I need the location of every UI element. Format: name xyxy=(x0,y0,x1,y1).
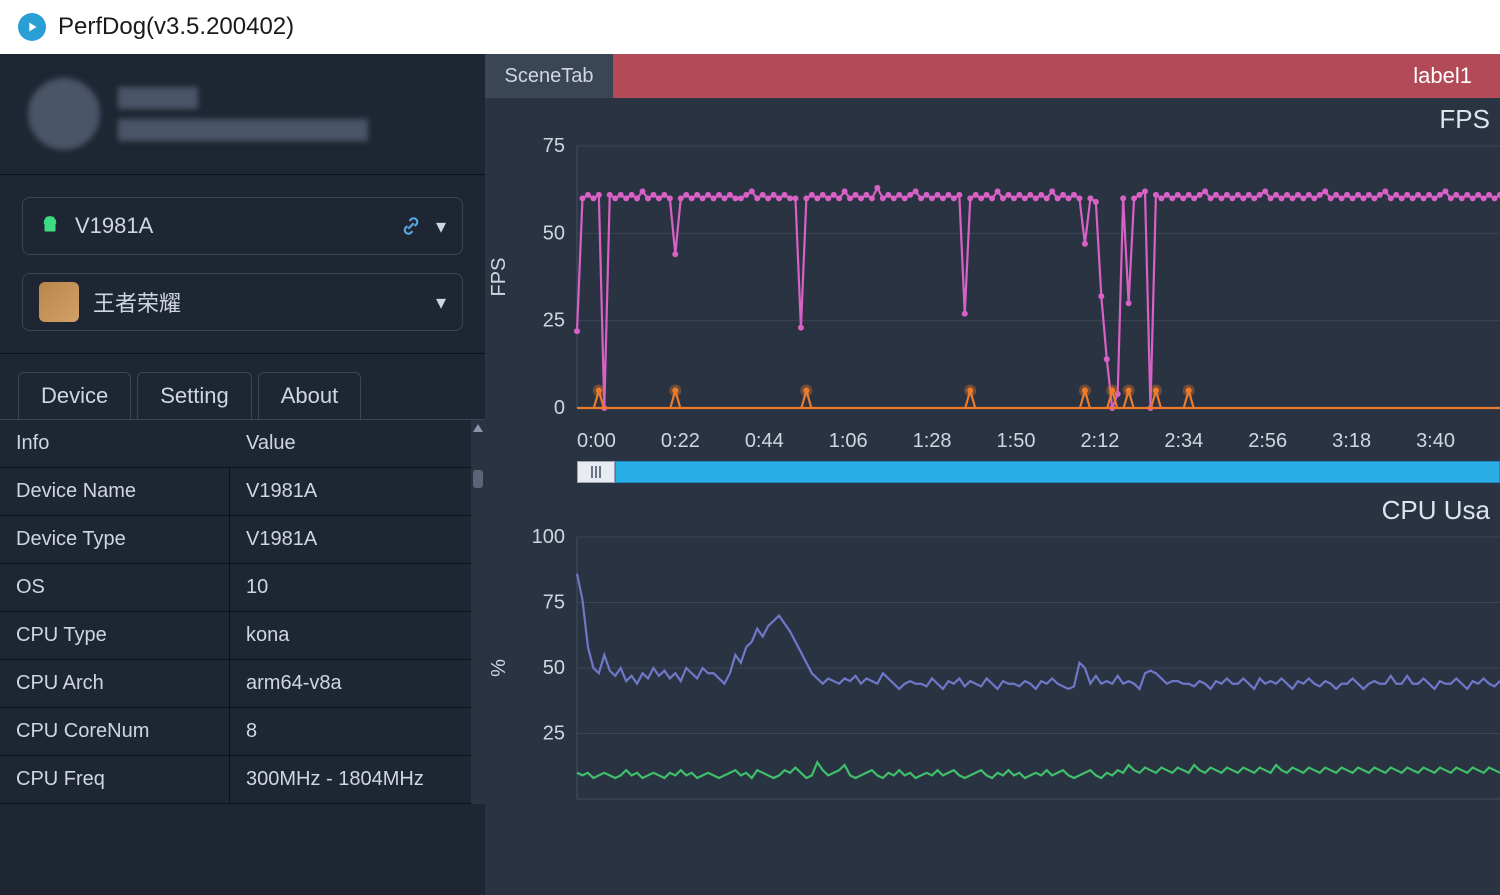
info-val: 10 xyxy=(230,564,471,612)
svg-text:75: 75 xyxy=(543,135,565,157)
chevron-down-icon: ▾ xyxy=(436,290,446,315)
fps-title: FPS xyxy=(1439,104,1490,135)
scene-bar: SceneTab label1 xyxy=(485,54,1500,98)
time-tick: 2:12 xyxy=(1080,430,1164,453)
app-name: 王者荣耀 xyxy=(93,286,181,318)
svg-text:50: 50 xyxy=(543,222,565,244)
info-key: CPU Freq xyxy=(0,756,230,804)
info-table: Info Value Device NameV1981ADevice TypeV… xyxy=(0,419,485,804)
user-row xyxy=(0,54,485,175)
info-key: Device Type xyxy=(0,516,230,564)
sidebar: V1981A ▾ 王者荣耀 ▾ Device Setting About Inf… xyxy=(0,54,485,895)
svg-text:25: 25 xyxy=(543,723,565,745)
svg-text:FPS: FPS xyxy=(488,258,510,297)
info-header-key: Info xyxy=(0,420,230,468)
svg-text:25: 25 xyxy=(543,310,565,332)
label-text: label1 xyxy=(1413,63,1472,89)
time-tick: 0:44 xyxy=(745,430,829,453)
android-icon xyxy=(39,215,61,237)
info-val: 8 xyxy=(230,708,471,756)
slider-handle[interactable] xyxy=(577,461,615,483)
user-text xyxy=(118,87,368,141)
time-tick: 1:28 xyxy=(913,430,997,453)
svg-text:100: 100 xyxy=(532,526,565,548)
window-title: PerfDog(v3.5.200402) xyxy=(58,13,294,41)
selectors: V1981A ▾ 王者荣耀 ▾ xyxy=(0,175,485,354)
app-selector[interactable]: 王者荣耀 ▾ xyxy=(22,273,463,331)
time-tick: 0:00 xyxy=(577,430,661,453)
svg-text:75: 75 xyxy=(543,592,565,614)
sidebar-tabs: Device Setting About xyxy=(0,354,485,419)
info-val: 300MHz - 1804MHz xyxy=(230,756,471,804)
tab-device[interactable]: Device xyxy=(18,372,131,419)
scene-tab[interactable]: SceneTab xyxy=(485,54,613,98)
info-key: CPU Type xyxy=(0,612,230,660)
cpu-chart: CPU Usa 25 50 75 100% xyxy=(485,489,1500,817)
device-name: V1981A xyxy=(75,213,153,239)
tab-setting[interactable]: Setting xyxy=(137,372,252,419)
app-logo-icon xyxy=(18,13,46,41)
time-tick: 1:50 xyxy=(997,430,1081,453)
tab-about[interactable]: About xyxy=(258,372,362,419)
app-body: V1981A ▾ 王者荣耀 ▾ Device Setting About Inf… xyxy=(0,54,1500,895)
time-tick: 3:40 xyxy=(1416,430,1500,453)
cpu-title: CPU Usa xyxy=(1382,495,1490,526)
chevron-down-icon: ▾ xyxy=(436,214,446,239)
timeline-slider[interactable] xyxy=(577,461,1500,483)
info-key: OS xyxy=(0,564,230,612)
avatar xyxy=(28,78,100,150)
link-icon xyxy=(400,215,422,237)
info-key: Device Name xyxy=(0,468,230,516)
info-val: V1981A xyxy=(230,468,471,516)
svg-text:50: 50 xyxy=(543,657,565,679)
app-icon xyxy=(39,282,79,322)
scrollbar[interactable] xyxy=(471,420,485,804)
label-bar[interactable]: label1 xyxy=(613,54,1500,98)
titlebar: PerfDog(v3.5.200402) xyxy=(0,0,1500,54)
info-val: V1981A xyxy=(230,516,471,564)
slider-track[interactable] xyxy=(615,461,1500,483)
time-tick: 0:22 xyxy=(661,430,745,453)
time-axis: 0:000:220:441:061:281:502:122:342:563:18… xyxy=(485,430,1500,453)
svg-text:%: % xyxy=(488,659,510,677)
info-val: arm64-v8a xyxy=(230,660,471,708)
main-panel: SceneTab label1 FPS 0255075FPS 0:000:220… xyxy=(485,54,1500,895)
svg-text:0: 0 xyxy=(554,397,565,419)
time-tick: 3:18 xyxy=(1332,430,1416,453)
info-header-val: Value xyxy=(230,420,471,468)
device-selector[interactable]: V1981A ▾ xyxy=(22,197,463,255)
cpu-plot: 25 50 75 100% xyxy=(485,497,1500,817)
fps-plot: 0 25 50 75 FPS xyxy=(485,106,1500,426)
time-tick: 2:56 xyxy=(1248,430,1332,453)
info-key: CPU CoreNum xyxy=(0,708,230,756)
info-key: CPU Arch xyxy=(0,660,230,708)
time-tick: 2:34 xyxy=(1164,430,1248,453)
info-val: kona xyxy=(230,612,471,660)
fps-chart: FPS 0255075FPS 0:000:220:441:061:281:502… xyxy=(485,98,1500,483)
time-tick: 1:06 xyxy=(829,430,913,453)
